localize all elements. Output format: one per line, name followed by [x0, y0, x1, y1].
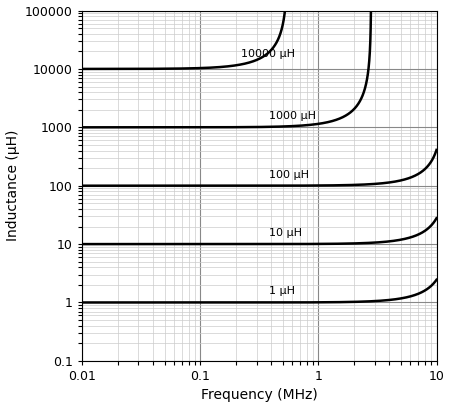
- Text: 1 μH: 1 μH: [269, 286, 295, 296]
- Text: 10 μH: 10 μH: [269, 228, 302, 238]
- Text: 10000 μH: 10000 μH: [241, 49, 295, 59]
- Text: 1000 μH: 1000 μH: [269, 111, 316, 121]
- X-axis label: Frequency (MHz): Frequency (MHz): [201, 388, 318, 402]
- Text: 100 μH: 100 μH: [269, 170, 309, 180]
- Y-axis label: Inductance (μH): Inductance (μH): [5, 130, 19, 242]
